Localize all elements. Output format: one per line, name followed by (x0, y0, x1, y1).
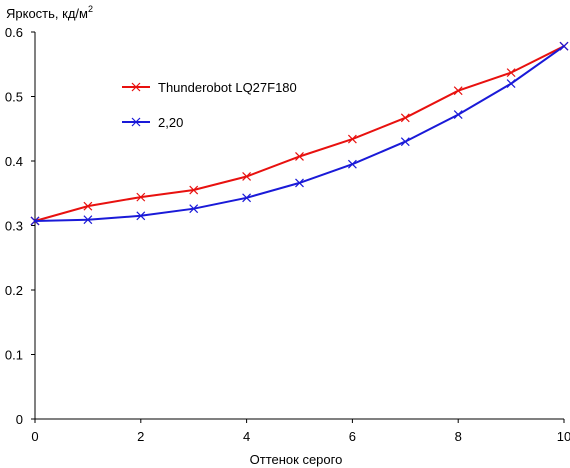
y-tick-label: 0.2 (5, 283, 23, 298)
series-1 (30, 41, 569, 226)
marker-stroke (506, 68, 516, 78)
marker-stroke (347, 159, 357, 169)
y-tick-label: 0.3 (5, 219, 23, 234)
data-point (347, 159, 357, 169)
x-ticks: 0 2 4 6 8 10 (31, 419, 570, 444)
marker-stroke (189, 185, 199, 195)
y-tick-label: 0.4 (5, 154, 23, 169)
marker-stroke (136, 211, 146, 221)
x-tick-label: 10 (557, 429, 570, 444)
marker-stroke (506, 79, 516, 89)
data-point (400, 113, 410, 123)
legend-item: 2,20 (122, 115, 183, 130)
marker-stroke (242, 172, 252, 181)
legend-marker (131, 82, 141, 92)
marker-stroke (242, 193, 252, 203)
marker-stroke (30, 216, 40, 226)
y-axis-title-superscript: 2 (88, 4, 93, 14)
x-tick-label: 0 (31, 429, 38, 444)
data-point (189, 204, 199, 214)
x-axis-title: Оттенок серого (250, 452, 343, 467)
data-point (400, 137, 410, 147)
y-tick-label: 0.5 (5, 90, 23, 105)
marker-stroke (453, 86, 463, 96)
marker-stroke (347, 134, 357, 144)
series-line (34, 45, 565, 222)
data-point (83, 201, 93, 211)
marker-stroke (559, 41, 569, 51)
marker-stroke (131, 82, 141, 92)
marker-stroke (189, 204, 199, 214)
legend-label: Thunderobot LQ27F180 (158, 80, 297, 95)
x-tick-label: 2 (137, 429, 144, 444)
y-tick-label: 0 (16, 412, 23, 427)
data-point (453, 86, 463, 96)
data-point (136, 211, 146, 221)
marker-stroke (131, 117, 141, 127)
y-tick-label: 0.1 (5, 348, 23, 363)
marker-stroke (400, 137, 410, 147)
y-ticks: 0 0.1 0.2 0.3 0.4 0.5 0.6 (5, 25, 35, 427)
y-tick-label: 0.6 (5, 25, 23, 40)
data-point (453, 110, 463, 119)
data-point (506, 68, 516, 78)
data-point (83, 215, 93, 225)
data-point (295, 152, 304, 161)
data-point (242, 172, 252, 181)
data-point (295, 178, 304, 188)
marker-stroke (136, 192, 146, 202)
legend-item: Thunderobot LQ27F180 (122, 80, 297, 95)
data-point (136, 192, 146, 202)
marker-stroke (453, 110, 463, 119)
data-point (189, 185, 199, 195)
data-point (242, 193, 252, 203)
data-point (30, 216, 40, 226)
marker-stroke (295, 178, 304, 188)
series-2 (30, 41, 569, 226)
marker-stroke (400, 113, 410, 123)
marker-stroke (83, 215, 93, 225)
legend-label: 2,20 (158, 115, 183, 130)
axes (34, 32, 564, 420)
series-layer (30, 41, 569, 226)
x-tick-label: 4 (243, 429, 250, 444)
y-axis-title-text: Яркость, кд/м (6, 6, 88, 21)
marker-stroke (295, 152, 304, 161)
series-line (34, 45, 565, 222)
legend-marker (131, 117, 141, 127)
x-tick-label: 6 (349, 429, 356, 444)
data-point (347, 134, 357, 144)
marker-stroke (83, 201, 93, 211)
legend: Thunderobot LQ27F180 2,20 (122, 80, 297, 130)
data-point (559, 41, 569, 51)
data-point (506, 79, 516, 89)
x-tick-label: 8 (455, 429, 462, 444)
y-axis-title: Яркость, кд/м2 (6, 4, 93, 21)
